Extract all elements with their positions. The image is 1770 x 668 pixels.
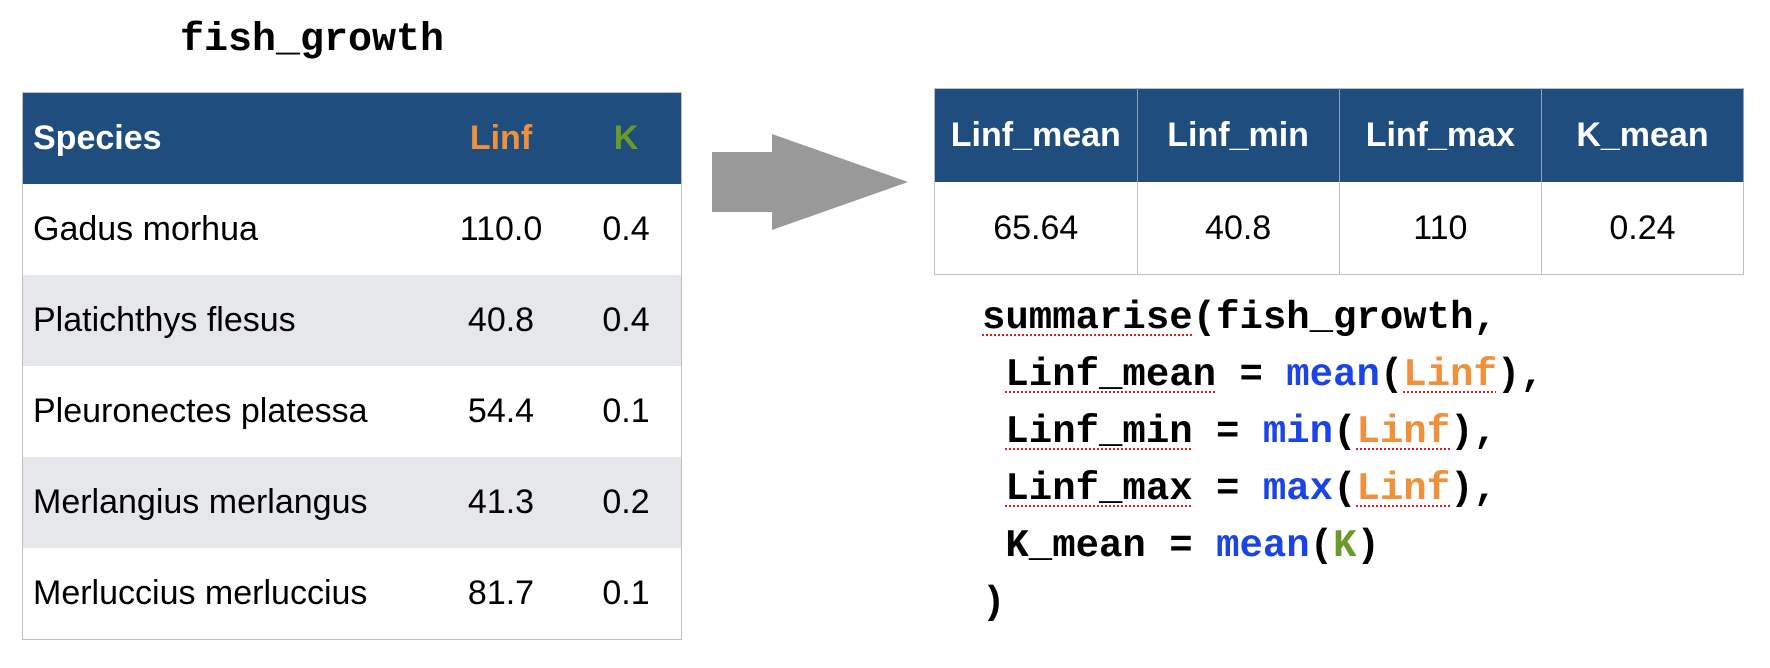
fish-growth-table: Species Linf K Gadus morhua 110.0 0.4 Pl… xyxy=(22,92,682,640)
code-arg-linf: Linf xyxy=(1403,353,1497,397)
code-paren: ( xyxy=(1333,467,1357,511)
code-function-mean: mean xyxy=(1216,524,1310,568)
cell-k: 0.2 xyxy=(571,457,682,548)
code-line-2: Linf_mean = mean(Linf), xyxy=(982,347,1544,404)
right-arrow-icon xyxy=(712,134,908,230)
code-paren: ( xyxy=(1379,353,1404,397)
code-close: ), xyxy=(1496,353,1544,397)
dataset-title: fish_growth xyxy=(180,18,445,63)
code-close: ) xyxy=(1356,524,1380,568)
code-paren: ( xyxy=(1309,524,1334,568)
cell-linf: 54.4 xyxy=(431,366,571,457)
cell-species: Pleuronectes platessa xyxy=(22,366,431,457)
cell-species: Merlangius merlangus xyxy=(22,457,431,548)
code-line-1: summarise(fish_growth, xyxy=(982,290,1544,347)
cell-species: Merluccius merluccius xyxy=(22,548,431,640)
cell-k: 0.1 xyxy=(571,366,682,457)
code-arg-fish-growth: fish_growth xyxy=(1216,296,1474,340)
code-paren: ( xyxy=(1333,410,1357,454)
cell-species: Gadus morhua xyxy=(22,184,431,275)
code-close: ), xyxy=(1450,410,1497,454)
value-linf-mean: 65.64 xyxy=(934,182,1138,275)
code-arg-linf: Linf xyxy=(1356,410,1451,454)
header-k: K xyxy=(571,92,682,184)
code-equals: = xyxy=(1216,353,1287,397)
code-function-max: max xyxy=(1262,467,1334,511)
value-k-mean: 0.24 xyxy=(1541,182,1745,275)
code-equals: = xyxy=(1145,524,1217,568)
table-row: Platichthys flesus 40.8 0.4 xyxy=(22,275,682,366)
code-function-mean: mean xyxy=(1286,353,1380,397)
code-paren: ( xyxy=(1192,296,1217,340)
header-linf-min: Linf_min xyxy=(1137,88,1340,182)
header-linf-mean: Linf_mean xyxy=(934,88,1138,182)
summary-table: Linf_mean Linf_min Linf_max K_mean 65.64… xyxy=(934,88,1745,275)
table-row: Merluccius merluccius 81.7 0.1 xyxy=(22,548,682,640)
cell-linf: 110.0 xyxy=(431,184,571,275)
table-row: Gadus morhua 110.0 0.4 xyxy=(22,184,682,275)
code-name-linf-mean: Linf_mean xyxy=(1005,353,1217,397)
code-arg-k: K xyxy=(1333,524,1357,568)
header-k-mean: K_mean xyxy=(1541,88,1745,182)
header-species: Species xyxy=(22,92,431,184)
code-arg-linf: Linf xyxy=(1356,467,1451,511)
cell-k: 0.4 xyxy=(571,184,682,275)
code-equals: = xyxy=(1192,467,1263,511)
summary-header-row: Linf_mean Linf_min Linf_max K_mean xyxy=(934,88,1745,182)
value-linf-max: 110 xyxy=(1339,182,1542,275)
table-header-row: Species Linf K xyxy=(22,92,682,184)
table-row: Merlangius merlangus 41.3 0.2 xyxy=(22,457,682,548)
code-close: ), xyxy=(1450,467,1497,511)
code-comma: , xyxy=(1473,296,1497,340)
cell-linf: 41.3 xyxy=(431,457,571,548)
code-line-4: Linf_max = max(Linf), xyxy=(982,461,1544,518)
code-line-5: K_mean = mean(K) xyxy=(982,518,1544,575)
cell-linf: 40.8 xyxy=(431,275,571,366)
code-close-paren: ) xyxy=(982,581,1006,625)
code-equals: = xyxy=(1192,410,1263,454)
value-linf-min: 40.8 xyxy=(1137,182,1340,275)
code-name-linf-min: Linf_min xyxy=(1005,410,1193,454)
cell-k: 0.1 xyxy=(571,548,682,640)
code-function-min: min xyxy=(1262,410,1334,454)
code-name-linf-max: Linf_max xyxy=(1005,467,1193,511)
cell-species: Platichthys flesus xyxy=(22,275,431,366)
cell-k: 0.4 xyxy=(571,275,682,366)
code-name-k-mean: K_mean xyxy=(1005,524,1146,568)
table-row: Pleuronectes platessa 54.4 0.1 xyxy=(22,366,682,457)
summary-value-row: 65.64 40.8 110 0.24 xyxy=(934,182,1745,275)
code-line-6: ) xyxy=(982,575,1544,632)
header-linf-max: Linf_max xyxy=(1339,88,1542,182)
code-block: summarise(fish_growth, Linf_mean = mean(… xyxy=(982,290,1544,632)
code-line-3: Linf_min = min(Linf), xyxy=(982,404,1544,461)
cell-linf: 81.7 xyxy=(431,548,571,640)
code-function-summarise: summarise xyxy=(982,296,1193,340)
header-linf: Linf xyxy=(431,92,571,184)
